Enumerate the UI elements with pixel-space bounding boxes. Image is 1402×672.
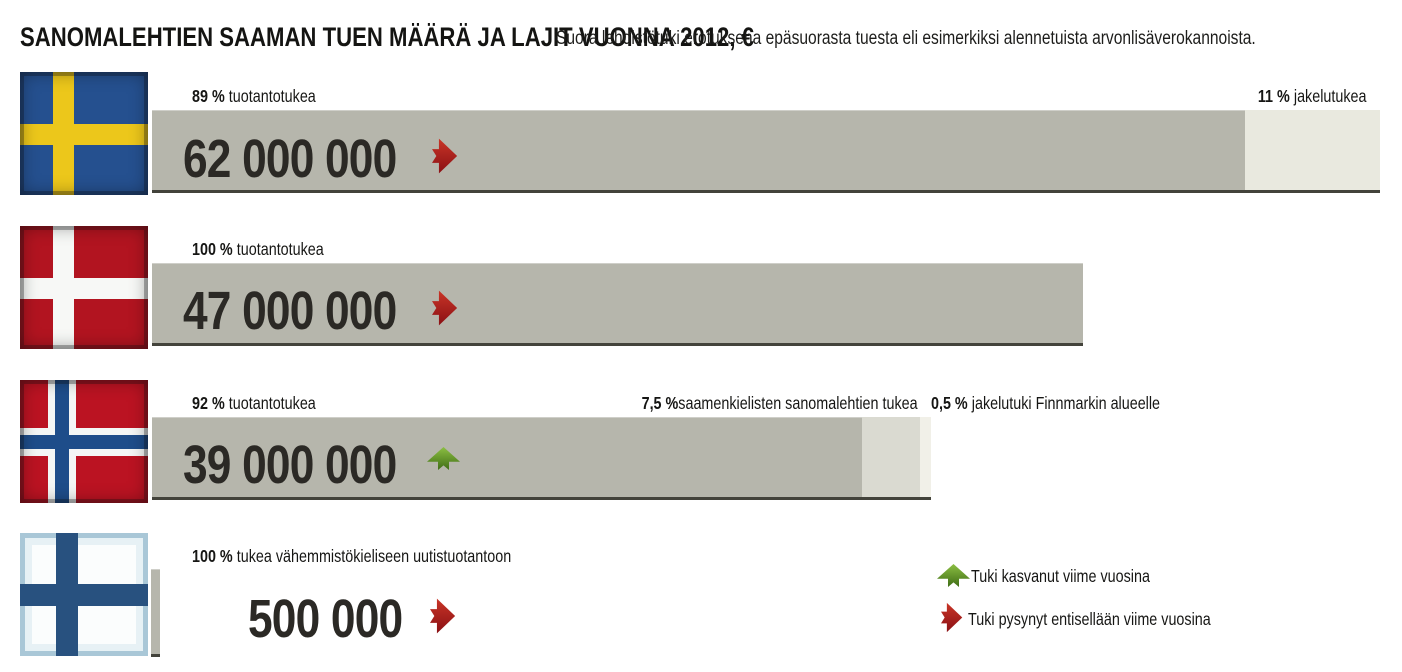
pct-value: 89 % (192, 86, 225, 106)
label-text: jakelutukea (1293, 86, 1366, 106)
sweden-bar-distribution-segment (1245, 110, 1380, 190)
steady-arrow-icon (432, 138, 458, 174)
flag-cross-vertical (53, 226, 74, 349)
sweden-flag (20, 72, 148, 195)
pct-value: 100 % (192, 239, 233, 259)
flag-cross-vertical (56, 533, 78, 656)
flag-cross-horizontal-blue (20, 435, 148, 449)
sweden-amount: 62 000 000 (183, 129, 397, 189)
norway-production-label: 92 % tuotantotukea (192, 393, 343, 413)
label-text: tukea vähemmistökieliseen uutistuotantoo… (236, 546, 512, 566)
label-text: saamenkielisten sanomalehtien tukea (678, 393, 918, 413)
pct-value: 0,5 % (931, 393, 968, 413)
sweden-production-label: 89 % tuotantotukea (192, 86, 343, 106)
pct-value: 100 % (192, 546, 233, 566)
steady-arrow-icon (941, 602, 963, 633)
flag-cross-vertical (53, 72, 74, 195)
flag-cross-vertical-blue (55, 380, 69, 503)
page-title-text: SANOMALEHTIEN SAAMAN TUEN MÄÄRÄ JA LAJIT… (20, 22, 754, 52)
flag-cross-horizontal (20, 584, 148, 606)
steady-arrow-icon (430, 598, 456, 634)
finland-flag (20, 533, 148, 656)
steady-arrow-icon (432, 290, 458, 326)
sweden-distribution-label: 11 % jakelutukea (1234, 86, 1366, 106)
norway-bar-sami-segment (862, 417, 920, 497)
page-subtitle-text: Suora lehdistötuki erotuksena epäsuorast… (556, 28, 1256, 49)
finland-amount: 500 000 (248, 589, 403, 649)
legend-steady-text: Tuki pysynyt entisellään viime vuosina (968, 609, 1211, 629)
legend-growth-text: Tuki kasvanut viime vuosina (971, 566, 1150, 586)
pct-value: 11 % (1257, 86, 1290, 106)
denmark-flag (20, 226, 148, 349)
label-text: jakelutuki Finnmarkin alueelle (971, 393, 1161, 413)
legend-steady-label: Tuki pysynyt entisellään viime vuosina (968, 609, 1264, 630)
flag-cross-horizontal (20, 278, 148, 299)
pct-value: 7,5 % (641, 393, 679, 413)
norway-flag (20, 380, 148, 503)
finland-minority-label: 100 % tukea vähemmistökieliseen uutistuot… (192, 546, 581, 566)
page-title: SANOMALEHTIEN SAAMAN TUEN MÄÄRÄ JA LAJIT… (20, 22, 915, 53)
legend-growth-label: Tuki kasvanut viime vuosina (971, 566, 1189, 587)
page-subtitle: Suora lehdistötuki erotuksena epäsuorast… (556, 28, 1402, 50)
label-text: tuotantotukea (228, 86, 316, 106)
growth-arrow-icon (427, 447, 460, 470)
flag-cross-horizontal (20, 124, 148, 145)
norway-bar (152, 417, 931, 500)
norway-amount: 39 000 000 (183, 435, 397, 495)
pct-value: 92 % (192, 393, 225, 413)
norway-finnmark-label: 0,5 % jakelutuki Finnmarkin alueelle (931, 393, 1210, 413)
sweden-bar (152, 110, 1380, 193)
label-text: tuotantotukea (228, 393, 316, 413)
label-text: tuotantotukea (236, 239, 324, 259)
finland-bar (151, 569, 160, 657)
denmark-bar (152, 263, 1083, 346)
growth-arrow-icon (937, 564, 970, 587)
denmark-production-label: 100 % tuotantotukea (192, 239, 353, 259)
norway-bar-finnmark-segment (920, 417, 931, 497)
norway-sami-label: 7,5 %saamenkielisten sanomalehtien tukea (581, 393, 918, 413)
denmark-amount: 47 000 000 (183, 281, 397, 341)
